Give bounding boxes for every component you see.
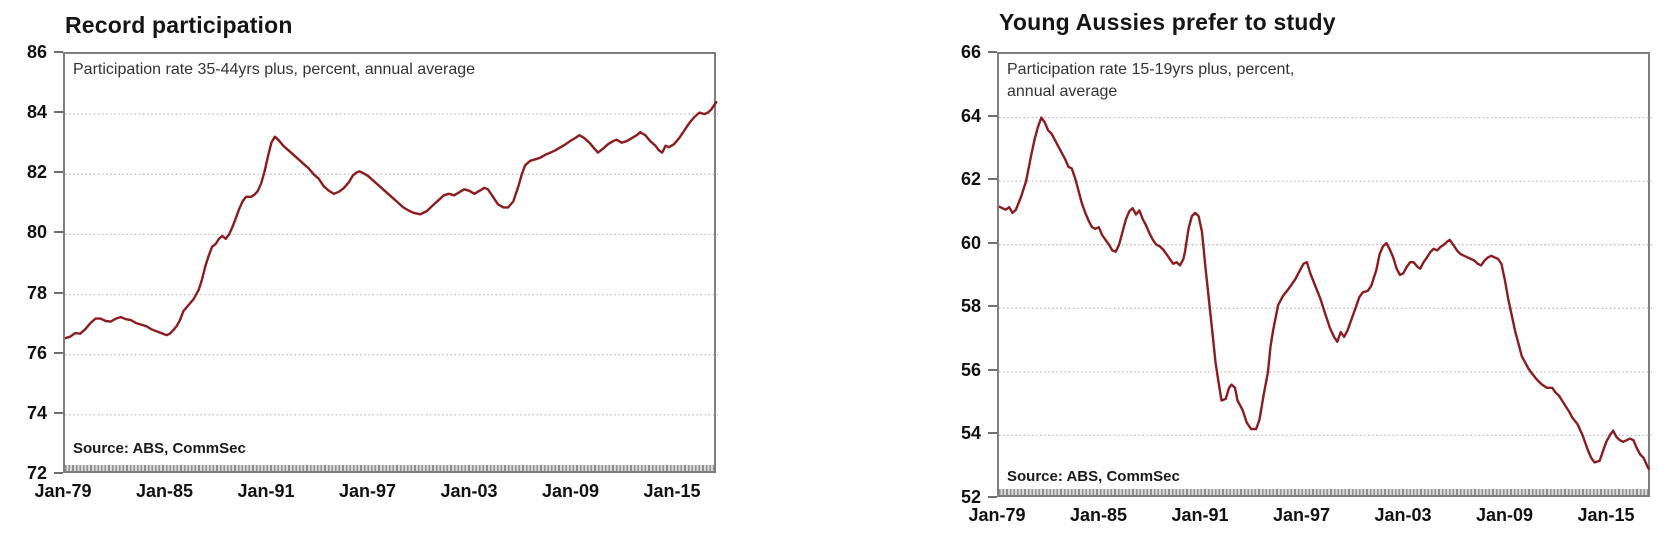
y-tick-mark (54, 111, 63, 114)
source-note: Source: ABS, CommSec (73, 440, 246, 457)
x-tick-label: Jan-91 (1171, 505, 1229, 525)
y-tick-label: 54 (960, 423, 981, 444)
x-tick-label: Jan-85 (1069, 505, 1128, 525)
x-tick-label: Jan-03 (440, 481, 498, 501)
series-line (999, 116, 1650, 470)
x-tick-label: Jan-97 (338, 481, 397, 501)
y-tick-label: 78 (26, 282, 47, 303)
x-tick-label: Jan-85 (135, 481, 194, 501)
y-tick-mark (54, 171, 63, 174)
subtitle-line: Participation rate 15-19yrs plus, percen… (1007, 61, 1295, 78)
y-tick-mark (988, 305, 997, 308)
y-tick-label: 62 (960, 169, 981, 190)
y-tick-label: 58 (960, 296, 981, 317)
y-tick-mark (988, 178, 997, 181)
y-tick-mark (54, 231, 63, 234)
y-tick-mark (54, 411, 63, 414)
line-chart-svg (65, 100, 718, 416)
y-tick-label: 56 (960, 359, 981, 380)
x-tick-label: Jan-03 (1374, 505, 1432, 525)
x-tick-label: Jan-15 (1577, 505, 1635, 525)
y-tick-label: 60 (960, 232, 981, 253)
y-tick-label: 52 (960, 487, 981, 507)
y-tick-mark (988, 114, 997, 117)
y-tick-label: 64 (960, 105, 981, 126)
y-tick-label: 74 (26, 402, 47, 423)
x-axis-tick-band (65, 465, 714, 471)
y-tick-label: 84 (26, 102, 47, 123)
y-tick-label: 86 (26, 42, 47, 62)
x-tick-label: Jan-09 (1475, 505, 1534, 525)
x-tick-label: Jan-91 (237, 481, 295, 501)
x-tick-label: Jan-15 (643, 481, 701, 501)
chart-subtitle: Participation rate 15-19yrs plus, percen… (1007, 59, 1294, 103)
y-tick-mark (54, 472, 63, 474)
subtitle-line: Participation rate 35-44yrs plus, percen… (73, 61, 476, 78)
y-tick-label: 76 (26, 342, 47, 363)
x-tick-label: Jan-97 (1272, 505, 1331, 525)
series-line (65, 100, 718, 340)
x-tick-label: Jan-09 (541, 481, 600, 501)
x-tick-label: Jan-79 (968, 505, 1026, 525)
y-tick-label: 82 (26, 162, 47, 183)
y-tick-mark (988, 496, 997, 498)
plot-area: Participation rate 15-19yrs plus, percen… (997, 52, 1652, 497)
y-tick-mark (988, 432, 997, 435)
y-tick-mark (54, 291, 63, 294)
y-tick-label: 66 (960, 42, 981, 62)
line-chart-svg (999, 116, 1652, 470)
y-tick-mark (988, 51, 997, 53)
y-tick-label: 80 (26, 222, 47, 243)
y-tick-label: 72 (26, 463, 47, 483)
y-tick-mark (54, 351, 63, 354)
x-tick-label: Jan-79 (34, 481, 92, 501)
plot-area: Participation rate 35-44yrs plus, percen… (63, 52, 718, 473)
subtitle-line: annual average (1007, 83, 1118, 100)
chart-subtitle: Participation rate 35-44yrs plus, percen… (73, 59, 475, 81)
y-tick-mark (988, 368, 997, 371)
chart-title: Young Aussies prefer to study (999, 9, 1336, 35)
source-note: Source: ABS, CommSec (1007, 468, 1180, 485)
y-tick-mark (988, 241, 997, 244)
x-axis-tick-band (999, 489, 1648, 495)
y-tick-mark (54, 51, 63, 53)
chart-title: Record participation (65, 12, 293, 38)
